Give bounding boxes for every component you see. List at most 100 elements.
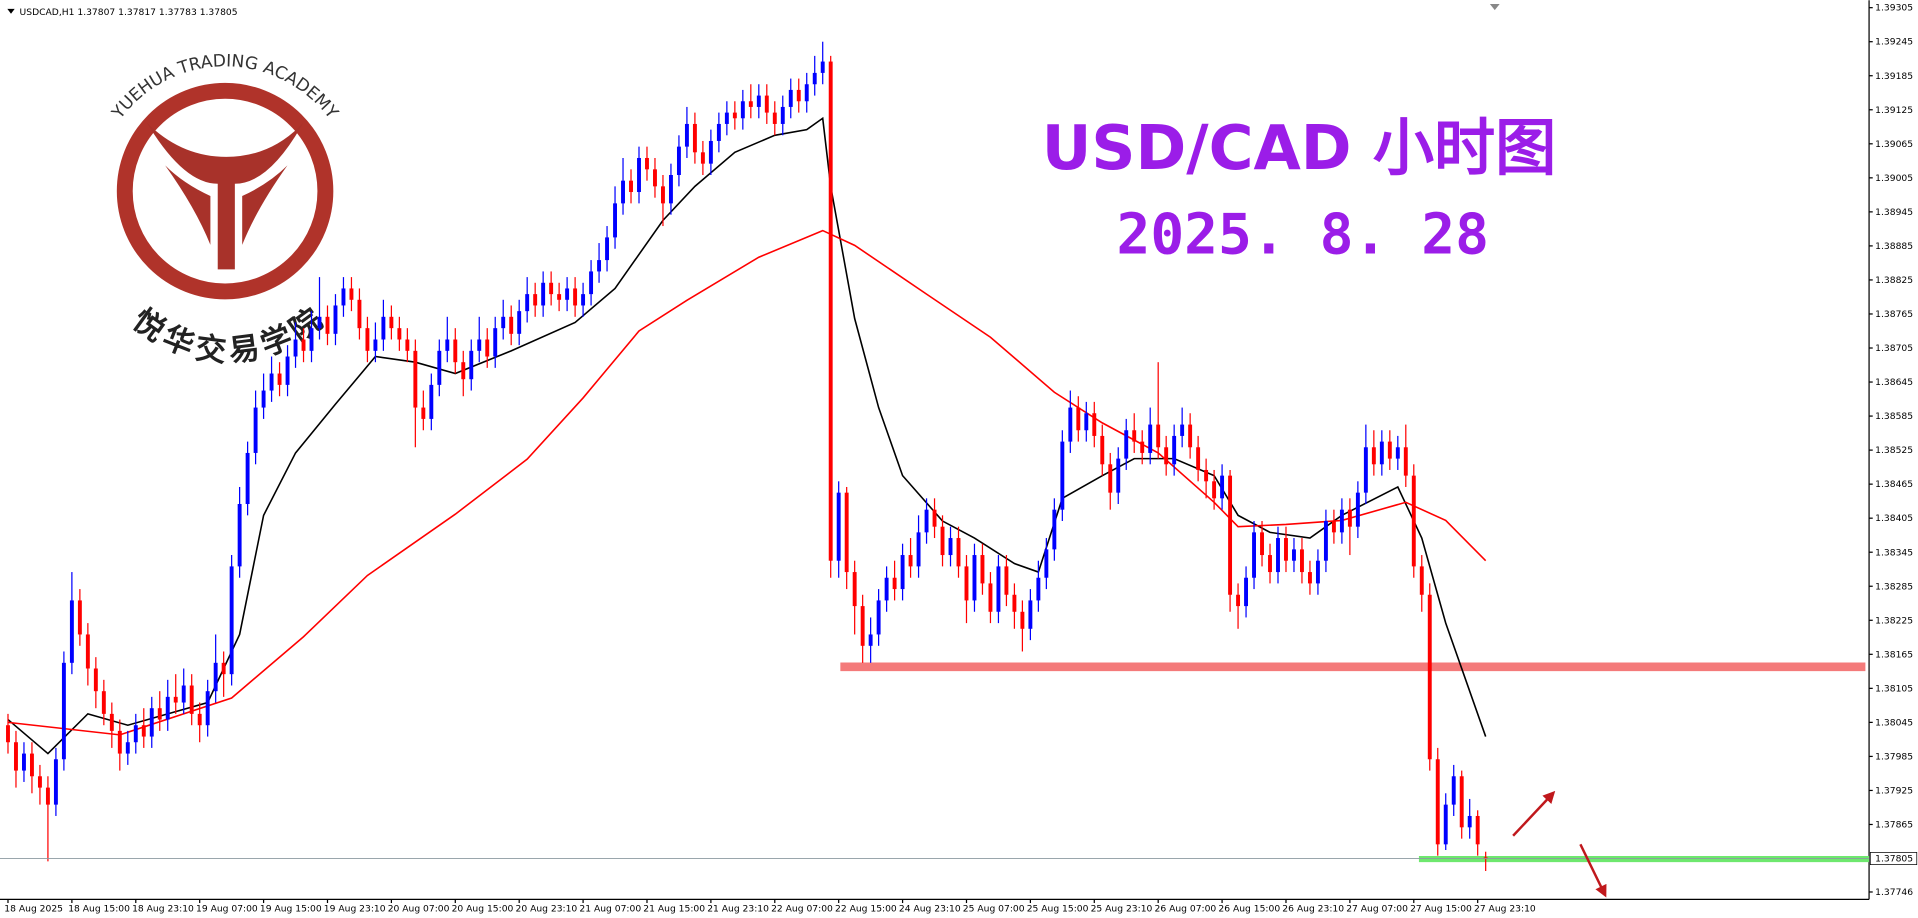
candle-body — [141, 725, 146, 737]
candle-body — [748, 101, 753, 107]
candle-body — [189, 685, 194, 714]
candle-body — [1108, 464, 1113, 493]
candle-body — [740, 101, 745, 119]
candle-body — [485, 339, 490, 357]
candle-body — [333, 305, 338, 334]
x-tick-label: 26 Aug 23:10 — [1282, 904, 1344, 915]
candle-body — [1116, 458, 1121, 493]
y-tick-label: 1.39305 — [1875, 3, 1913, 14]
candle-body — [613, 203, 617, 238]
header-icon — [7, 8, 15, 14]
price-box — [1869, 852, 1918, 865]
y-tick-label: 1.38465 — [1875, 479, 1913, 490]
candle-body — [1292, 549, 1296, 561]
candle-body — [453, 339, 458, 363]
candle-body — [1427, 594, 1432, 760]
candle-body — [221, 662, 226, 675]
candle-body — [1092, 413, 1097, 436]
y-tick-label: 1.37925 — [1875, 786, 1913, 797]
candle-body — [413, 350, 418, 408]
candle-body — [261, 390, 266, 408]
candle-body — [1483, 857, 1488, 859]
candle-body — [956, 538, 961, 567]
candle-body — [1100, 435, 1105, 465]
candle-body — [469, 350, 474, 380]
y-tick-label: 1.37865 — [1875, 820, 1913, 831]
y-tick-label: 1.38945 — [1875, 207, 1913, 218]
y-tick-label: 1.38105 — [1875, 683, 1913, 694]
y-tick-label: 1.38645 — [1875, 377, 1913, 388]
x-tick-label: 27 Aug 15:00 — [1410, 904, 1472, 915]
candle-body — [1036, 577, 1041, 601]
x-tick-label: 27 Aug 07:00 — [1346, 904, 1408, 915]
candle-body — [309, 328, 314, 351]
y-tick-label: 1.38705 — [1875, 343, 1913, 354]
candle-body — [381, 316, 386, 340]
candle-body — [1331, 521, 1336, 533]
candle-body — [85, 634, 90, 669]
x-tick-label: 18 Aug 2025 — [4, 904, 63, 915]
candle-body — [1252, 532, 1256, 578]
candle-body — [1204, 469, 1209, 482]
candle-body — [525, 294, 530, 312]
x-tick-label: 20 Aug 07:00 — [388, 904, 450, 915]
candle-body — [772, 112, 777, 124]
shift-marker — [1489, 3, 1500, 11]
x-tick-label: 20 Aug 15:00 — [452, 904, 514, 915]
candle-body — [245, 452, 250, 504]
candle-body — [213, 662, 218, 692]
candle-body — [924, 509, 929, 533]
candle-body — [892, 577, 897, 590]
candle-body — [844, 492, 849, 573]
candle-body — [692, 123, 697, 153]
candle-body — [876, 600, 881, 635]
candle-body — [125, 742, 130, 754]
candle-body — [517, 311, 522, 334]
candle-body — [501, 316, 506, 329]
candle-body — [621, 180, 625, 204]
candle-body — [61, 662, 66, 760]
candle-body — [1236, 594, 1241, 607]
candle-body — [1307, 572, 1312, 584]
candle-body — [1284, 538, 1288, 561]
candle-body — [1004, 566, 1009, 595]
candle-body — [589, 271, 594, 295]
candle-body — [293, 339, 298, 357]
candle-body — [533, 294, 538, 306]
y-tick-label: 1.37985 — [1875, 751, 1913, 762]
candle-body — [796, 89, 801, 102]
candle-body — [1188, 424, 1193, 448]
candle-body — [1339, 509, 1344, 533]
candle-body — [373, 339, 378, 351]
candle-body — [1443, 804, 1448, 845]
candle-body — [916, 532, 921, 567]
candle-body — [1419, 566, 1424, 595]
candle-body — [1379, 441, 1384, 465]
candle-body — [1363, 447, 1368, 493]
candle-body — [365, 328, 370, 351]
candle-body — [1228, 475, 1233, 595]
chart-title: USD/CAD 小时图 — [1042, 113, 1557, 184]
x-tick-label: 22 Aug 07:00 — [771, 904, 833, 915]
x-tick-label: 21 Aug 07:00 — [579, 904, 641, 915]
candle-body — [708, 140, 713, 164]
candle-body — [6, 725, 10, 743]
x-tick-label: 18 Aug 15:00 — [68, 904, 130, 915]
candle-body — [341, 288, 346, 306]
candle-body — [549, 282, 554, 295]
candle-body — [405, 339, 410, 351]
candle-body — [565, 288, 570, 300]
candle-body — [645, 157, 649, 170]
candle-body — [804, 84, 809, 102]
candle-body — [684, 123, 689, 147]
x-tick-label: 21 Aug 23:10 — [707, 904, 769, 915]
x-tick-label: 24 Aug 23:10 — [899, 904, 961, 915]
candle-body — [301, 339, 306, 351]
candle-body — [940, 526, 945, 556]
x-tick-label: 25 Aug 23:10 — [1091, 904, 1153, 915]
candle-body — [860, 606, 865, 646]
candle-body — [317, 316, 322, 329]
candle-body — [229, 566, 234, 675]
candle-body — [93, 668, 98, 692]
